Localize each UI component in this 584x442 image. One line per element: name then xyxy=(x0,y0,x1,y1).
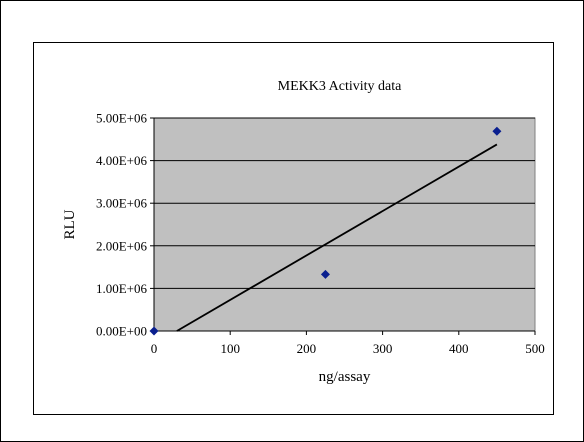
chart-title: MEKK3 Activity data xyxy=(278,79,402,94)
data-point xyxy=(149,326,159,336)
x-axis-label: ng/assay xyxy=(319,369,371,385)
x-tick-label: 400 xyxy=(449,341,469,356)
y-tick-label: 3.00E+06 xyxy=(96,196,148,211)
trendline xyxy=(176,143,498,332)
chart-svg: 0.00E+00 1.00E+06 2.00E+06 3.00E+06 4.00E+06… xyxy=(62,79,545,385)
y-axis-label: RLU xyxy=(62,209,78,239)
data-point xyxy=(320,269,330,279)
x-tick-label: 200 xyxy=(297,341,317,356)
y-tick-label: 5.00E+06 xyxy=(96,111,148,126)
x-tick-label: 500 xyxy=(525,341,545,356)
y-tick-label: 0.00E+00 xyxy=(96,324,147,339)
chart-area: 0.00E+00 1.00E+06 2.00E+06 3.00E+06 4.00E+06… xyxy=(33,42,554,415)
y-tick-label: 1.00E+06 xyxy=(96,281,148,296)
y-tick-label: 2.00E+06 xyxy=(96,238,148,253)
x-tick-label: 300 xyxy=(373,341,393,356)
x-tick-label: 0 xyxy=(151,341,158,356)
x-tick-label: 100 xyxy=(220,341,240,356)
y-tick-label: 4.00E+06 xyxy=(96,153,148,168)
plot-area xyxy=(153,117,536,332)
